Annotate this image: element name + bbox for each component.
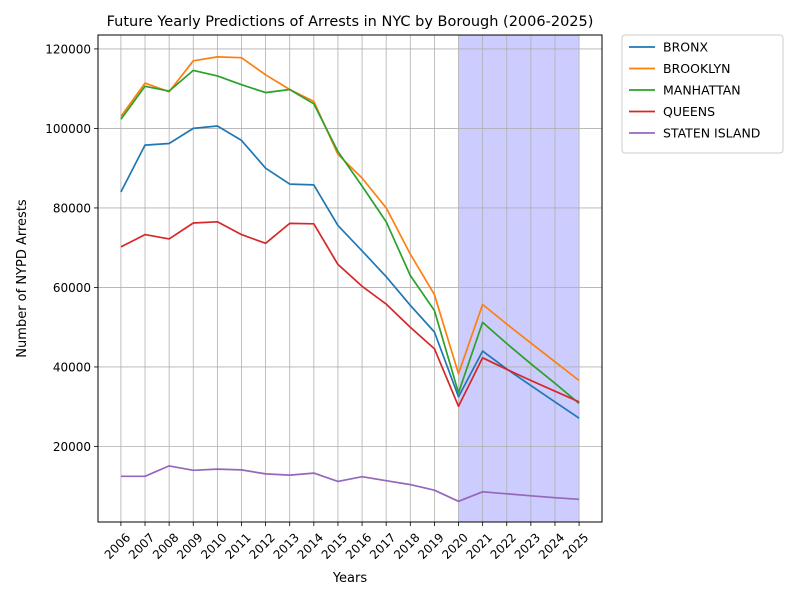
chart-title: Future Yearly Predictions of Arrests in … bbox=[107, 14, 594, 30]
y-tick-label: 60000 bbox=[53, 281, 91, 295]
x-tick-label: 2008 bbox=[150, 530, 181, 561]
x-tick-label: 2006 bbox=[102, 530, 133, 561]
x-tick-label: 2007 bbox=[126, 530, 157, 561]
x-tick-label: 2023 bbox=[512, 530, 543, 561]
x-tick-label: 2011 bbox=[222, 530, 253, 561]
x-tick-label: 2013 bbox=[271, 530, 302, 561]
x-axis-ticks: 2006200720082009201020112012201320142015… bbox=[102, 522, 591, 562]
legend-label: BRONX bbox=[663, 40, 708, 55]
prediction-highlight-region bbox=[458, 35, 580, 522]
legend-label: STATEN ISLAND bbox=[663, 126, 760, 141]
y-axis-ticks: 20000 40000 60000 80000 100000 120000 bbox=[45, 42, 98, 454]
y-tick-label: 100000 bbox=[45, 122, 91, 136]
legend-label: MANHATTAN bbox=[663, 83, 741, 98]
x-axis-label: Years bbox=[332, 571, 368, 586]
highlight-span bbox=[458, 35, 580, 522]
legend: BRONX BROOKLYN MANHATTAN QUEENS STATEN ISLAN… bbox=[621, 34, 784, 154]
x-tick-label: 2010 bbox=[198, 530, 229, 561]
x-tick-label: 2022 bbox=[488, 530, 519, 561]
y-tick-label: 120000 bbox=[45, 42, 91, 56]
x-tick-label: 2021 bbox=[463, 530, 494, 561]
x-tick-label: 2014 bbox=[295, 530, 326, 561]
x-tick-label: 2024 bbox=[536, 530, 567, 561]
y-tick-label: 80000 bbox=[53, 201, 91, 215]
y-tick-label: 40000 bbox=[53, 360, 91, 374]
x-tick-label: 2017 bbox=[367, 530, 398, 561]
series-line-staten-island bbox=[120, 465, 580, 503]
plot-frame bbox=[97, 34, 603, 523]
series-line-brooklyn bbox=[120, 56, 580, 382]
y-tick-label: 20000 bbox=[53, 440, 91, 454]
legend-box bbox=[621, 34, 784, 154]
x-tick-label: 2019 bbox=[415, 530, 446, 561]
x-tick-label: 2018 bbox=[391, 530, 422, 561]
x-tick-label: 2009 bbox=[174, 530, 205, 561]
series-line-bronx bbox=[120, 125, 580, 419]
series-line-manhattan bbox=[120, 69, 580, 405]
x-tick-label: 2012 bbox=[246, 530, 277, 561]
legend-label: QUEENS bbox=[663, 104, 715, 119]
y-axis-label: Number of NYPD Arrests bbox=[15, 199, 30, 358]
grid-lines bbox=[98, 35, 602, 522]
x-tick-label: 2016 bbox=[343, 530, 374, 561]
x-tick-label: 2015 bbox=[319, 530, 350, 561]
x-tick-label: 2025 bbox=[560, 530, 591, 561]
x-tick-label: 2020 bbox=[439, 530, 470, 561]
legend-label: BROOKLYN bbox=[663, 61, 730, 76]
series-line-queens bbox=[120, 220, 580, 408]
series-lines bbox=[120, 56, 580, 503]
